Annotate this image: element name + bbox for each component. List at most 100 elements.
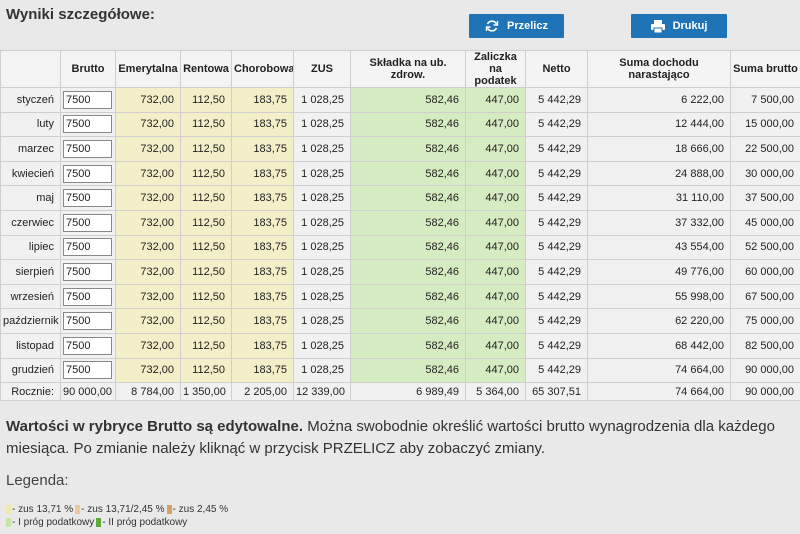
cell: 7500: [60, 332, 116, 359]
brutto-input[interactable]: 7500: [63, 262, 112, 281]
legend-swatch: [6, 517, 11, 527]
brutto-input[interactable]: 7500: [63, 287, 112, 306]
print-button[interactable]: Drukuj: [631, 14, 727, 38]
recalculate-button[interactable]: Przelicz: [469, 14, 564, 38]
brutto-input[interactable]: 7500: [63, 90, 112, 109]
cell: 22 500,00: [730, 136, 800, 162]
brutto-input[interactable]: 7500: [63, 189, 112, 208]
cell: 45 000,00: [730, 209, 800, 236]
column-header: Netto: [525, 50, 588, 88]
cell: 1 028,25: [293, 259, 351, 285]
cell: 18 666,00: [587, 136, 731, 162]
cell: 112,50: [180, 136, 232, 162]
cell: 112,50: [180, 283, 232, 310]
column-header: Emerytalna: [115, 50, 181, 88]
table-row: wrzesień 7500 732,00 112,50 183,75 1 028,25 58…: [0, 283, 800, 310]
month-cell: kwiecień: [0, 160, 61, 187]
month-cell: marzec: [0, 136, 61, 162]
cell: 732,00: [115, 160, 181, 187]
note-text: Można swobodnie określić wartości brutto…: [6, 418, 775, 457]
legend-swatch: [75, 504, 81, 514]
cell: 7500: [60, 209, 116, 236]
brutto-input[interactable]: 7500: [63, 361, 112, 380]
column-header: Suma dochodu narastająco: [587, 50, 731, 88]
cell: 183,75: [231, 357, 294, 384]
cell: 447,00: [465, 136, 526, 162]
cell: 1 028,25: [293, 308, 351, 334]
cell: 183,75: [231, 234, 294, 261]
refresh-icon: [485, 20, 499, 32]
brutto-input[interactable]: 7500: [63, 164, 112, 183]
cell: 31 110,00: [587, 185, 731, 211]
month-cell: listopad: [0, 332, 61, 359]
cell: 112,50: [180, 234, 232, 261]
note: Wartości w rybryce Brutto są edytowalne.…: [6, 416, 796, 460]
total-cell: Rocznie:: [0, 382, 61, 402]
total-cell: 74 664,00: [587, 382, 731, 402]
cell: 447,00: [465, 332, 526, 359]
cell: 7500: [60, 87, 116, 113]
cell: 447,00: [465, 87, 526, 113]
cell: 447,00: [465, 209, 526, 236]
cell: 183,75: [231, 209, 294, 236]
cell: 30 000,00: [730, 160, 800, 187]
cell: 447,00: [465, 111, 526, 138]
note-bold: Wartości w rybryce Brutto są edytowalne.: [6, 418, 304, 435]
table-row: luty 7500 732,00 112,50 183,75 1 028,25 582,46…: [0, 111, 800, 138]
cell: 112,50: [180, 357, 232, 384]
month-cell: październik: [0, 308, 61, 334]
cell: 447,00: [465, 283, 526, 310]
legend-label: - II próg podatkowy: [102, 517, 188, 528]
cell: 582,46: [350, 160, 466, 187]
total-cell: 6 989,49: [350, 382, 466, 402]
brutto-input[interactable]: 7500: [63, 213, 112, 232]
cell: 5 442,29: [525, 111, 588, 138]
cell: 1 028,25: [293, 357, 351, 384]
brutto-input[interactable]: 7500: [63, 139, 112, 158]
cell: 582,46: [350, 332, 466, 359]
cell: 82 500,00: [730, 332, 800, 359]
legend: - zus 13,71 % - zus 13,71/2,45 % - zus 2,4…: [6, 503, 286, 529]
cell: 67 500,00: [730, 283, 800, 310]
cell: 582,46: [350, 136, 466, 162]
cell: 74 664,00: [587, 357, 731, 384]
cell: 43 554,00: [587, 234, 731, 261]
cell: 5 442,29: [525, 259, 588, 285]
month-cell: lipiec: [0, 234, 61, 261]
total-cell: 1 350,00: [180, 382, 232, 402]
cell: 112,50: [180, 332, 232, 359]
header-row: Brutto Emerytalna Rentowa Chorobowa ZUS Skład…: [0, 50, 800, 88]
cell: 37 500,00: [730, 185, 800, 211]
brutto-input[interactable]: 7500: [63, 312, 112, 331]
legend-item: - zus 13,71/2,45 %: [75, 503, 165, 516]
button-label: Przelicz: [507, 20, 548, 32]
table-row: maj 7500 732,00 112,50 183,75 1 028,25 582,46 4…: [0, 185, 800, 211]
cell: 1 028,25: [293, 160, 351, 187]
brutto-input[interactable]: 7500: [63, 115, 112, 134]
brutto-input[interactable]: 7500: [63, 238, 112, 257]
results-table: Brutto Emerytalna Rentowa Chorobowa ZUS Skład…: [0, 50, 800, 402]
legend-swatch: [166, 504, 172, 514]
cell: 183,75: [231, 136, 294, 162]
cell: 5 442,29: [525, 160, 588, 187]
table-body: styczeń 7500 732,00 112,50 183,75 1 028,25 582…: [0, 87, 800, 384]
cell: 183,75: [231, 308, 294, 334]
cell: 183,75: [231, 111, 294, 138]
cell: 5 442,29: [525, 185, 588, 211]
cell: 447,00: [465, 259, 526, 285]
legend-item: - zus 2,45 %: [166, 503, 228, 516]
column-header: ZUS: [293, 50, 351, 88]
cell: 5 442,29: [525, 209, 588, 236]
legend-item: - zus 13,71 %: [6, 503, 73, 516]
cell: 447,00: [465, 357, 526, 384]
cell: 6 222,00: [587, 87, 731, 113]
cell: 582,46: [350, 87, 466, 113]
column-header: Brutto: [60, 50, 116, 88]
brutto-input[interactable]: 7500: [63, 336, 112, 355]
total-cell: 90 000,00: [730, 382, 800, 402]
cell: 52 500,00: [730, 234, 800, 261]
column-header: [0, 50, 61, 88]
table-row: lipiec 7500 732,00 112,50 183,75 1 028,25 582,…: [0, 234, 800, 261]
cell: 49 776,00: [587, 259, 731, 285]
legend-label: - I próg podatkowy: [12, 517, 95, 528]
